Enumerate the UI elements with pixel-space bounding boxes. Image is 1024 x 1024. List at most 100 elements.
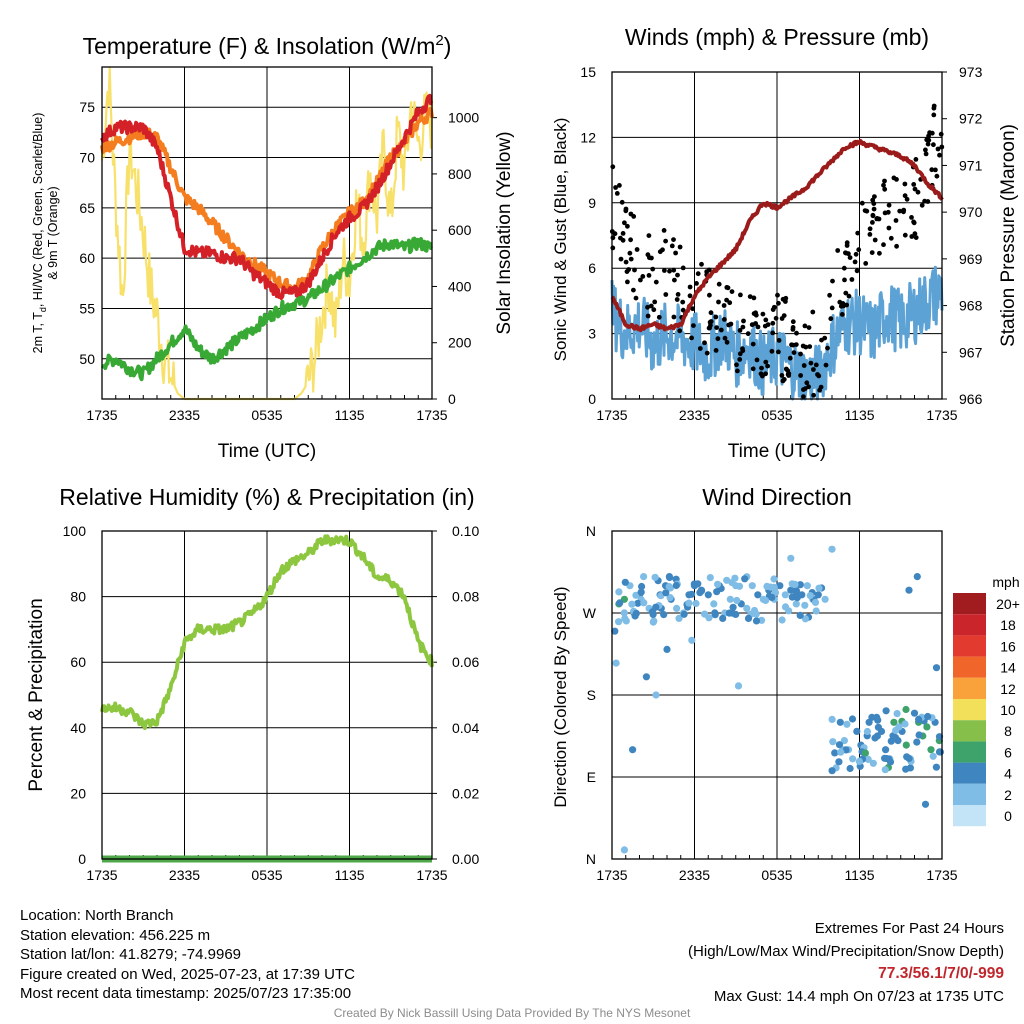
gust-point bbox=[740, 324, 746, 330]
gust-point bbox=[886, 225, 892, 231]
direction-point bbox=[611, 627, 619, 635]
direction-point bbox=[801, 615, 810, 623]
gust-point bbox=[650, 266, 656, 272]
direction-point bbox=[704, 591, 712, 599]
direction-point bbox=[640, 599, 648, 607]
gust-point bbox=[835, 248, 841, 253]
gust-point bbox=[787, 355, 793, 361]
gust-point bbox=[674, 297, 680, 302]
gust-point bbox=[870, 197, 876, 203]
gust-point bbox=[810, 309, 816, 315]
direction-point bbox=[901, 720, 909, 728]
direction-point bbox=[902, 705, 910, 714]
gust-point bbox=[680, 265, 686, 271]
gust-point bbox=[872, 237, 878, 243]
direction-point bbox=[652, 691, 660, 699]
rh-y-tick-label: 80 bbox=[70, 589, 86, 605]
precip-y2-tick-label: 0.00 bbox=[452, 851, 479, 867]
direction-point bbox=[853, 727, 861, 736]
direction-point bbox=[616, 599, 624, 607]
extremes-values: 77.3/56.1/7/0/-999 bbox=[878, 965, 1004, 982]
gust-point bbox=[708, 323, 713, 328]
gust-point bbox=[755, 324, 761, 330]
temp-panel-x-tick-label: 1135 bbox=[334, 407, 364, 423]
direction-point bbox=[927, 746, 935, 754]
gust-point bbox=[779, 373, 785, 378]
series-line-rh bbox=[100, 534, 434, 731]
gust-point bbox=[745, 331, 751, 337]
gust-point bbox=[854, 268, 860, 274]
rh-y-tick-label: 0 bbox=[78, 851, 86, 867]
direction-point bbox=[861, 749, 870, 757]
direction-point bbox=[837, 748, 845, 756]
dir-panel-x-tick-label: 1135 bbox=[844, 867, 874, 883]
gust-point bbox=[651, 307, 657, 313]
gust-point bbox=[627, 250, 633, 256]
elevation-text: Station elevation: 456.225 m bbox=[20, 926, 211, 944]
gust-point bbox=[926, 133, 931, 139]
gust-point bbox=[735, 368, 740, 374]
direction-point bbox=[694, 580, 702, 588]
rh-panel-x-tick-label: 1735 bbox=[86, 867, 117, 883]
direction-point bbox=[711, 609, 719, 617]
gust-point bbox=[924, 137, 930, 143]
solar-y2-tick-label: 200 bbox=[448, 335, 472, 351]
pressure-y2-tick-label: 972 bbox=[959, 111, 983, 127]
gust-point bbox=[760, 311, 766, 317]
dir-y-axis-label: Direction (Colored By Speed) bbox=[551, 586, 570, 807]
direction-point bbox=[828, 767, 836, 775]
legend-swatch bbox=[953, 741, 986, 763]
gust-point bbox=[675, 292, 681, 297]
gust-point bbox=[891, 175, 897, 181]
solar-y2-axis-label: Solar Insolation (Yellow) bbox=[494, 131, 515, 334]
direction-point bbox=[778, 616, 786, 624]
direction-point bbox=[629, 746, 637, 754]
gust-point bbox=[697, 346, 703, 351]
direction-point bbox=[792, 600, 800, 608]
gust-point bbox=[716, 281, 722, 287]
direction-point bbox=[776, 582, 784, 590]
gust-point bbox=[818, 384, 824, 390]
gust-point bbox=[661, 228, 667, 233]
direction-point bbox=[741, 575, 749, 583]
direction-point bbox=[728, 609, 736, 617]
rh-panel-x-tick-label: 2335 bbox=[169, 867, 200, 883]
gust-point bbox=[791, 350, 797, 355]
legend-label: 6 bbox=[1004, 744, 1012, 760]
gust-point bbox=[870, 213, 876, 219]
solar-y2-tick-label: 800 bbox=[448, 166, 472, 182]
recent-timestamp-text: Most recent data timestamp: 2025/07/23 1… bbox=[20, 985, 352, 1003]
wind-y-tick-label: 3 bbox=[588, 326, 596, 342]
gust-point bbox=[827, 292, 832, 298]
direction-point bbox=[621, 615, 629, 623]
precip-y2-tick-label: 0.10 bbox=[452, 523, 479, 539]
gust-point bbox=[689, 335, 694, 341]
direction-point bbox=[680, 610, 688, 618]
gust-point bbox=[721, 303, 727, 308]
direction-point bbox=[788, 580, 796, 588]
temp-y-tick-label: 65 bbox=[79, 200, 95, 216]
gust-point bbox=[801, 363, 807, 368]
gust-point bbox=[841, 265, 847, 271]
gust-point bbox=[852, 259, 858, 265]
gust-point bbox=[704, 350, 710, 356]
direction-point bbox=[719, 614, 727, 623]
direction-point bbox=[796, 611, 804, 620]
gust-point bbox=[625, 279, 630, 285]
gust-point bbox=[687, 293, 693, 299]
direction-point bbox=[913, 738, 921, 746]
direction-point bbox=[803, 582, 811, 590]
direction-point bbox=[662, 589, 670, 597]
gust-point bbox=[769, 348, 775, 354]
gust-point bbox=[623, 206, 629, 212]
direction-point bbox=[932, 664, 941, 672]
gust-point bbox=[663, 292, 669, 297]
direction-point bbox=[846, 764, 854, 773]
gust-point bbox=[842, 277, 847, 283]
direction-point bbox=[828, 545, 836, 553]
gust-point bbox=[631, 287, 636, 293]
wind-panel-x-tick-label: 0535 bbox=[761, 407, 792, 423]
dir-panel-x-tick-label: 2335 bbox=[679, 867, 710, 883]
gust-point bbox=[625, 223, 630, 229]
